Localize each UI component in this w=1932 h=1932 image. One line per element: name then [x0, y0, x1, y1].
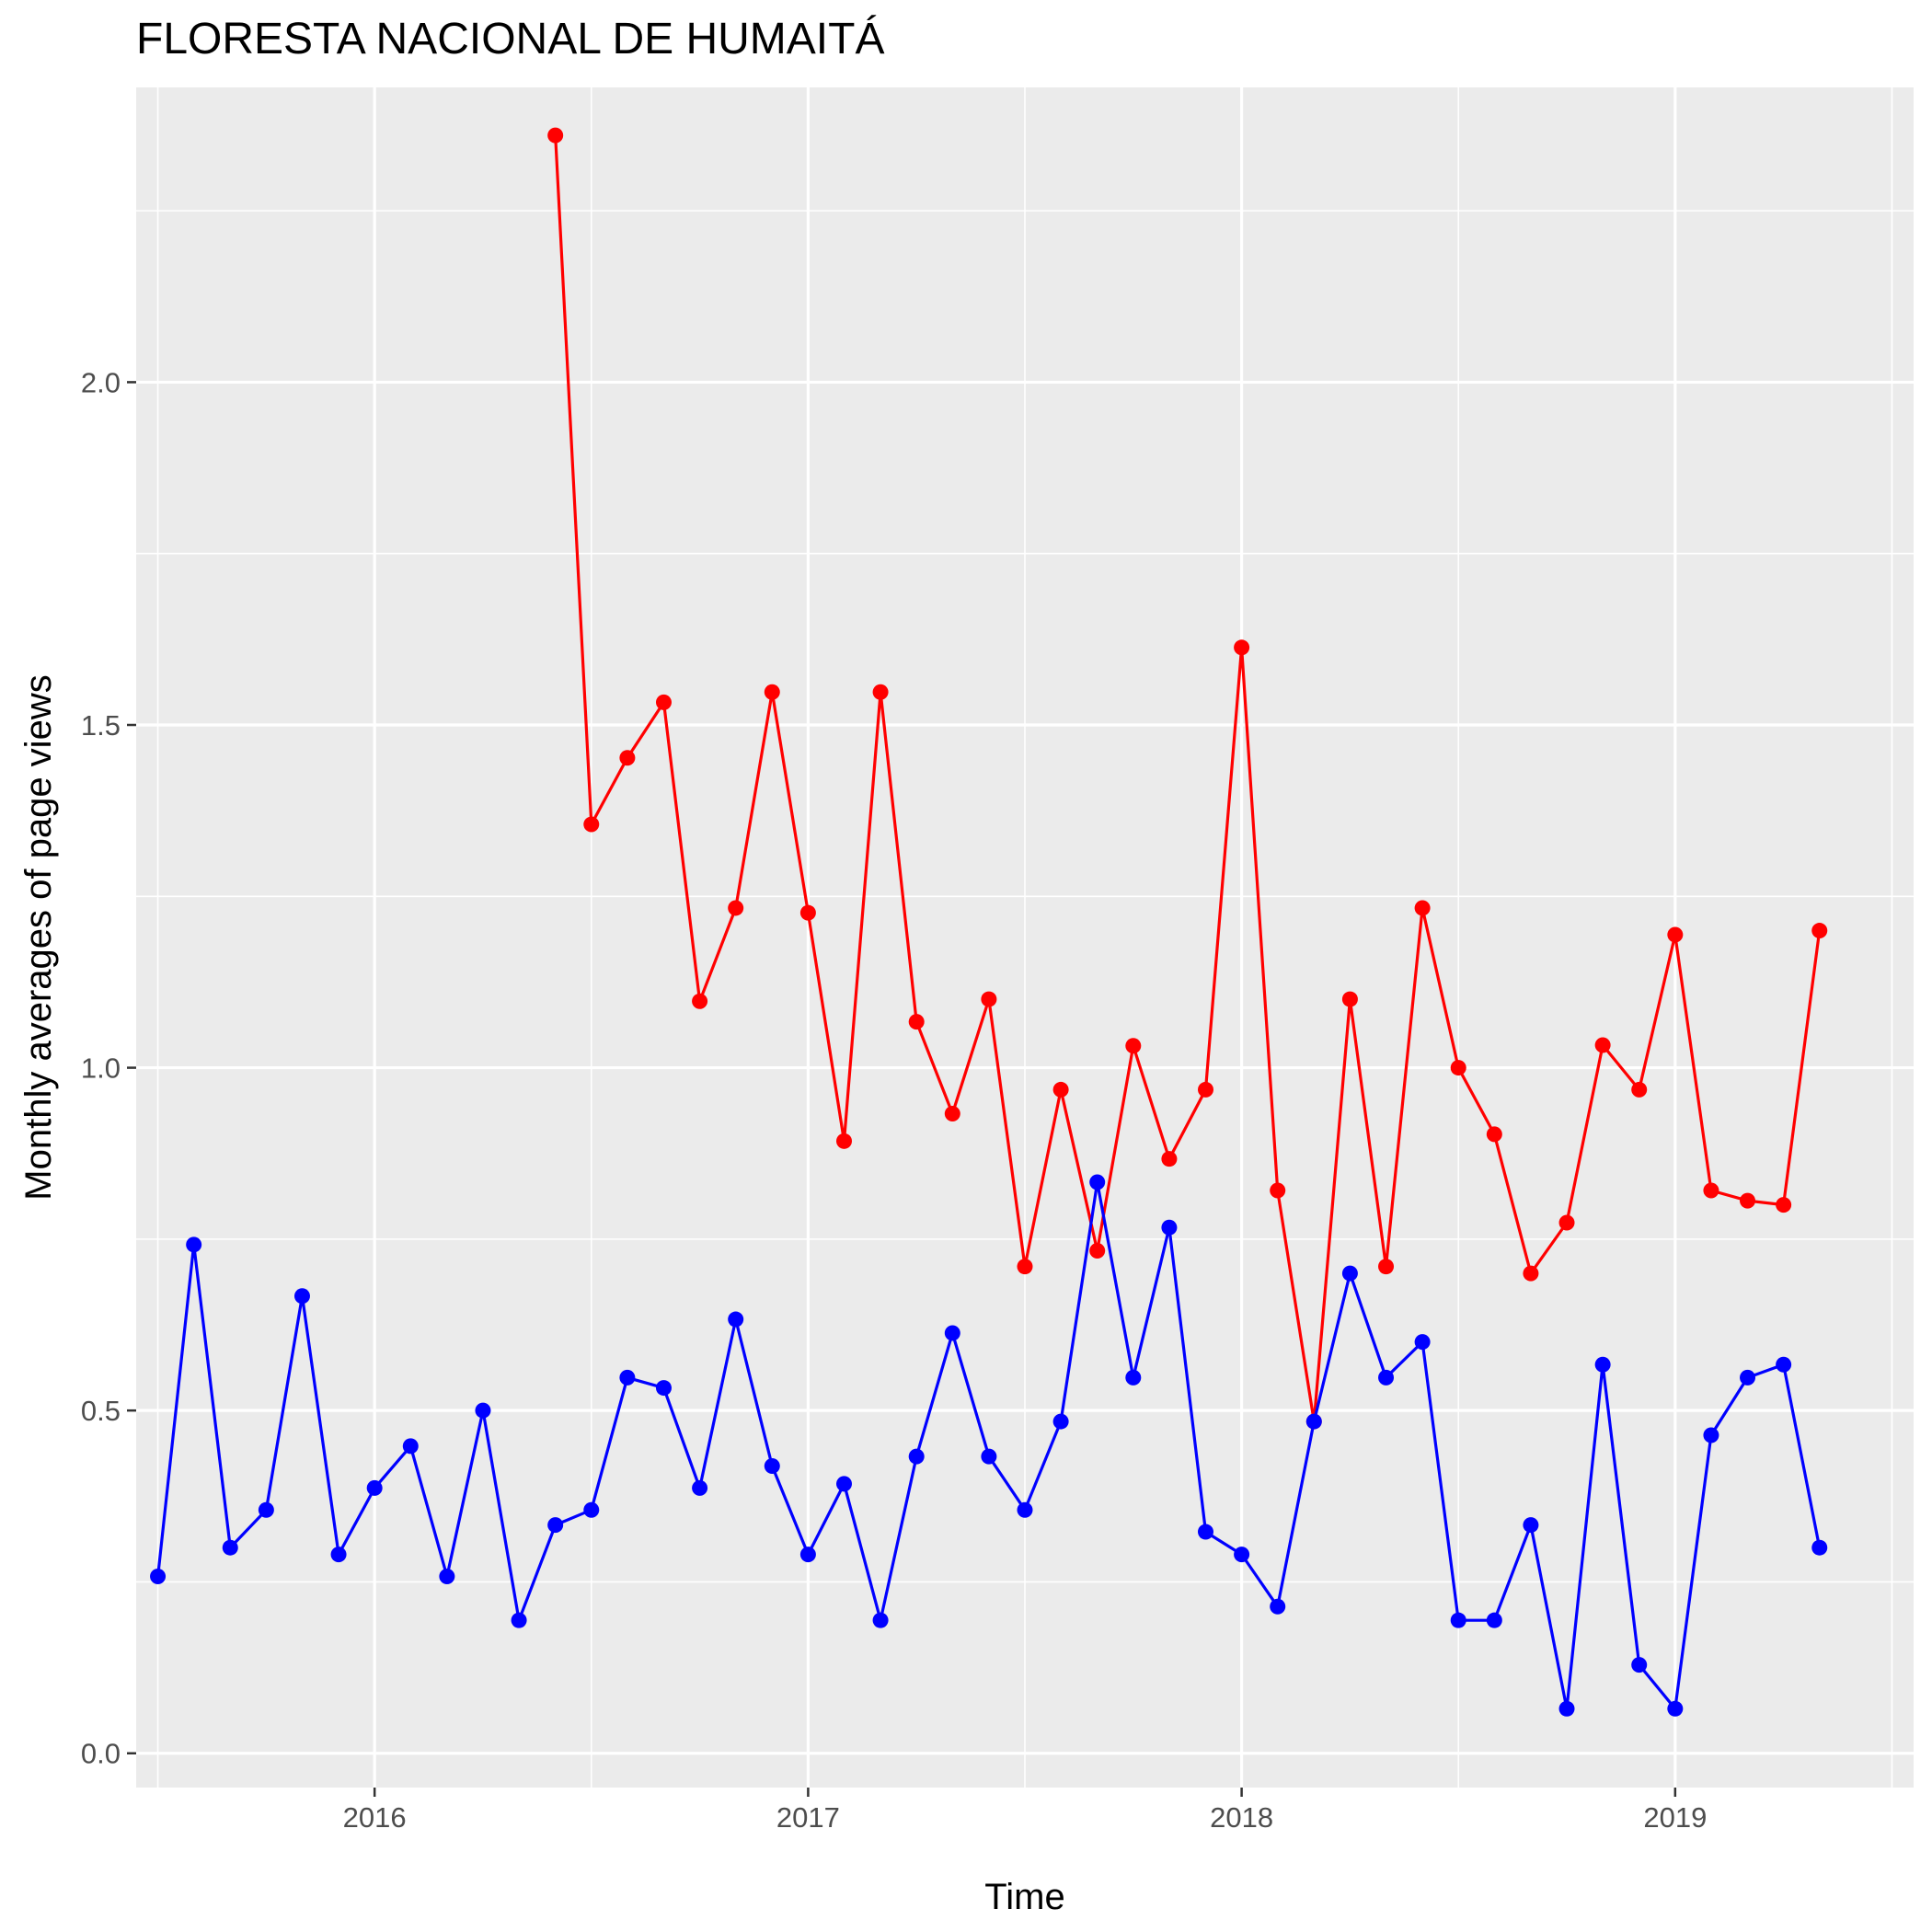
series-1-point — [1776, 1197, 1792, 1213]
series-2-point — [836, 1476, 853, 1492]
series-2-point — [439, 1568, 455, 1584]
series-2-point — [1161, 1219, 1178, 1236]
series-2-point — [1305, 1413, 1322, 1430]
series-2-point — [692, 1479, 708, 1496]
series-2-point — [1017, 1501, 1033, 1518]
series-1-point — [872, 684, 889, 700]
series-2-point — [1667, 1700, 1684, 1717]
series-1-point — [1017, 1259, 1033, 1275]
series-2-point — [1234, 1547, 1250, 1563]
series-2-point — [799, 1547, 816, 1563]
series-2-point — [1270, 1598, 1286, 1615]
series-1-point — [1234, 639, 1250, 656]
series-1-point — [1052, 1081, 1069, 1098]
series-2-point — [1740, 1369, 1756, 1386]
x-tick-label: 2016 — [343, 1801, 407, 1834]
series-2-point — [1631, 1657, 1648, 1673]
series-2-point — [1776, 1356, 1792, 1373]
x-axis: 2016 2017 2018 2019 — [343, 1788, 1707, 1834]
series-1-point — [1341, 991, 1358, 1007]
series-1-point — [619, 750, 636, 766]
series-1-point — [908, 1014, 925, 1030]
series-2-point — [366, 1479, 383, 1496]
series-1-point — [583, 816, 600, 833]
chart-title: FLORESTA NACIONAL DE HUMAITÁ — [136, 15, 884, 63]
series-1-point — [1378, 1259, 1395, 1275]
series-2-point — [1450, 1612, 1466, 1628]
series-1-point — [944, 1106, 960, 1122]
series-2-point — [186, 1236, 202, 1253]
series-1-point — [1450, 1060, 1466, 1076]
series-1-point — [1631, 1081, 1648, 1098]
series-1-point — [1594, 1037, 1611, 1053]
series-2-point — [150, 1568, 167, 1584]
series-2-point — [1414, 1334, 1431, 1351]
series-2-point — [1341, 1265, 1358, 1282]
series-1-point — [547, 127, 564, 144]
y-tick-label: 0.5 — [81, 1395, 121, 1427]
x-tick-label: 2019 — [1643, 1801, 1707, 1834]
series-1-point — [655, 694, 672, 710]
series-1-point — [1197, 1081, 1213, 1098]
x-tick-label: 2017 — [776, 1801, 840, 1834]
series-1-point — [799, 904, 816, 921]
series-1-point — [1740, 1192, 1756, 1209]
series-2-point — [222, 1539, 238, 1556]
series-2-point — [1523, 1517, 1539, 1534]
series-2-point — [619, 1369, 636, 1386]
series-2-point — [728, 1311, 744, 1328]
y-tick-label: 1.5 — [81, 709, 121, 742]
series-2-point — [1703, 1427, 1719, 1443]
series-1-point — [1523, 1265, 1539, 1282]
y-axis: 0.0 0.5 1.0 1.5 2.0 — [81, 366, 136, 1770]
series-2-point — [402, 1438, 419, 1455]
series-1-point — [1703, 1182, 1719, 1199]
series-1-point — [1161, 1151, 1178, 1167]
series-2-point — [475, 1402, 491, 1419]
series-1-point — [1811, 923, 1828, 939]
series-2-point — [764, 1458, 780, 1475]
series-2-point — [1052, 1413, 1069, 1430]
series-1-point — [1089, 1243, 1106, 1259]
series-2-point — [908, 1448, 925, 1465]
series-2-point — [944, 1325, 960, 1341]
series-1-point — [728, 900, 744, 916]
series-2-point — [1125, 1369, 1142, 1386]
series-2-point — [293, 1288, 310, 1305]
series-line-1 — [554, 135, 1822, 1423]
series-2-point — [655, 1380, 672, 1397]
series-2-point — [1594, 1356, 1611, 1373]
series-2-point — [1197, 1524, 1213, 1540]
x-axis-title: Time — [984, 1877, 1064, 1917]
series-2-point — [1558, 1700, 1575, 1717]
series-1-point — [1558, 1214, 1575, 1231]
series-1-point — [1486, 1126, 1502, 1143]
series-2-point — [330, 1547, 347, 1563]
series-2-point — [1811, 1539, 1828, 1556]
series-1-point — [1667, 926, 1684, 943]
x-tick-label: 2018 — [1210, 1801, 1273, 1834]
series-1-point — [836, 1133, 853, 1149]
series-1-point — [981, 991, 997, 1007]
series-2-point — [583, 1501, 600, 1518]
series-1-point — [764, 684, 780, 700]
series-2-point — [258, 1501, 274, 1518]
series-layer — [150, 127, 1828, 1717]
series-1-point — [1270, 1182, 1286, 1199]
series-1-point — [692, 993, 708, 1009]
series-1-point — [1414, 900, 1431, 916]
y-tick-label: 0.0 — [81, 1738, 121, 1770]
series-1-point — [1125, 1038, 1142, 1054]
series-2-point — [547, 1517, 564, 1534]
y-axis-title: Monthly averages of page views — [18, 674, 59, 1200]
series-2-point — [1089, 1174, 1106, 1190]
series-2-point — [981, 1448, 997, 1465]
series-2-point — [511, 1612, 527, 1628]
y-tick-label: 1.0 — [81, 1052, 121, 1085]
y-tick-label: 2.0 — [81, 366, 121, 398]
series-2-point — [872, 1612, 889, 1628]
series-2-point — [1378, 1369, 1395, 1386]
series-2-point — [1486, 1612, 1502, 1628]
